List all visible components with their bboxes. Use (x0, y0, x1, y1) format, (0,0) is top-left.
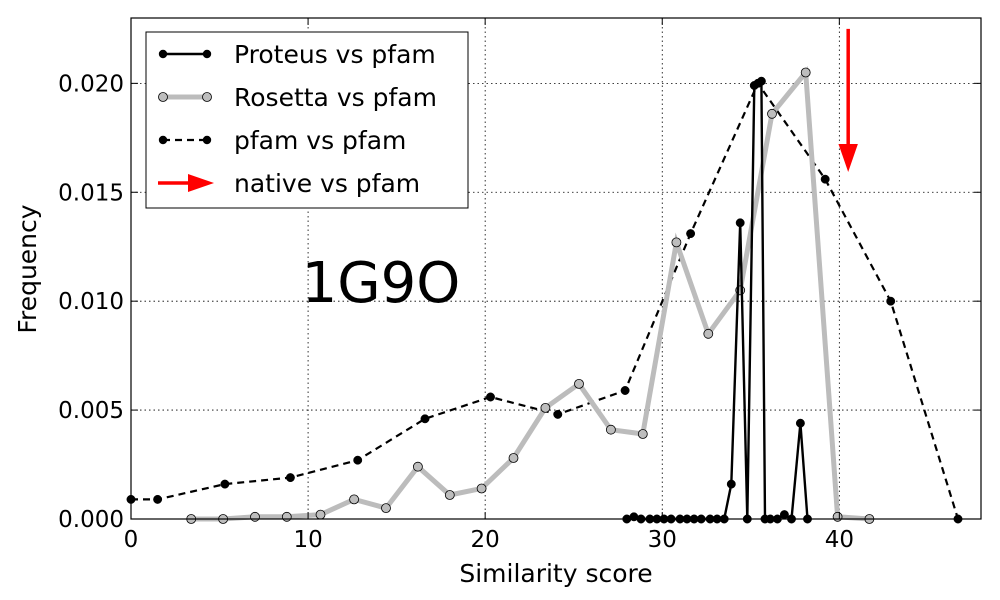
legend-swatch-dot (202, 135, 212, 145)
native-arrow-head (838, 143, 858, 173)
series-line (191, 66, 870, 522)
axis-ticks: 0 10 20 30 40 0.000 0.005 0.010 0.015 0.020 (58, 18, 981, 553)
legend-swatch-dot (158, 49, 168, 59)
data-point (444, 490, 455, 500)
data-point (381, 503, 391, 514)
legend-label: Proteus vs pfam (234, 40, 436, 69)
x-tick-label: 0 (124, 527, 139, 553)
legend-entry-native-vs-pfam: native vs pfam (158, 169, 420, 198)
data-point (574, 378, 584, 389)
y-tick-label: 0.005 (58, 398, 124, 424)
x-tick-label: 30 (648, 527, 677, 553)
legend-label: Rosetta vs pfam (234, 83, 437, 112)
data-point (800, 67, 811, 78)
data-point (620, 386, 630, 395)
legend-swatch-dot (202, 92, 212, 102)
data-point (540, 402, 551, 413)
x-tick-label: 40 (825, 527, 854, 553)
data-point (486, 392, 495, 402)
legend-swatch-dot (158, 135, 168, 145)
data-point (412, 461, 423, 472)
plot-frame (130, 17, 982, 520)
legend: Proteus vs pfam Rosetta vs pfam pfam vs pf… (145, 31, 469, 209)
data-point (420, 414, 430, 424)
data-point (832, 511, 843, 522)
x-axis-label: Similarity score (459, 559, 652, 588)
y-tick-label: 0.020 (58, 71, 124, 97)
data-point (153, 494, 163, 504)
legend-swatch-dot (202, 49, 212, 59)
data-point (756, 76, 766, 86)
data-point (220, 479, 230, 489)
x-tick-label: 20 (471, 527, 500, 553)
data-point (508, 453, 519, 463)
series-line (626, 79, 809, 522)
data-point (767, 108, 777, 119)
legend-swatch-arrow-head (188, 174, 214, 192)
y-axis-label: Frequency (13, 204, 42, 333)
data-point (671, 237, 682, 248)
data-point (281, 511, 292, 522)
data-point (795, 418, 805, 428)
data-point (703, 328, 714, 339)
data-point (349, 494, 360, 505)
data-point (353, 455, 363, 465)
legend-entry-rosetta-vs-pfam: Rosetta vs pfam (158, 83, 437, 112)
data-point (637, 429, 648, 439)
legend-swatch-dot (158, 92, 168, 102)
data-point (686, 229, 696, 239)
data-point (315, 509, 326, 520)
data-point (820, 174, 830, 184)
data-point (886, 296, 896, 306)
data-point (606, 424, 616, 435)
data-point (726, 479, 736, 489)
y-tick-label: 0.000 (58, 507, 124, 533)
series-proteus-vs-pfam (622, 76, 812, 524)
native-arrow-layer (838, 28, 858, 173)
data-point (553, 409, 563, 419)
y-tick-label: 0.010 (58, 289, 124, 315)
annotation-1g9o: 1G9O (302, 251, 461, 316)
y-tick-label: 0.015 (58, 180, 124, 206)
data-point (250, 511, 260, 522)
legend-label: native vs pfam (234, 169, 420, 198)
data-point (749, 81, 759, 90)
data-point (735, 218, 745, 228)
legend-entry-proteus-vs-pfam: Proteus vs pfam (158, 40, 436, 69)
legend-label: pfam vs pfam (234, 126, 406, 155)
x-tick-label: 10 (293, 527, 322, 553)
legend-entries: Proteus vs pfam Rosetta vs pfam pfam vs pf… (158, 40, 437, 198)
data-point (476, 483, 487, 494)
legend-entry-pfam-vs-pfam: pfam vs pfam (158, 126, 406, 155)
data-point (285, 473, 295, 483)
